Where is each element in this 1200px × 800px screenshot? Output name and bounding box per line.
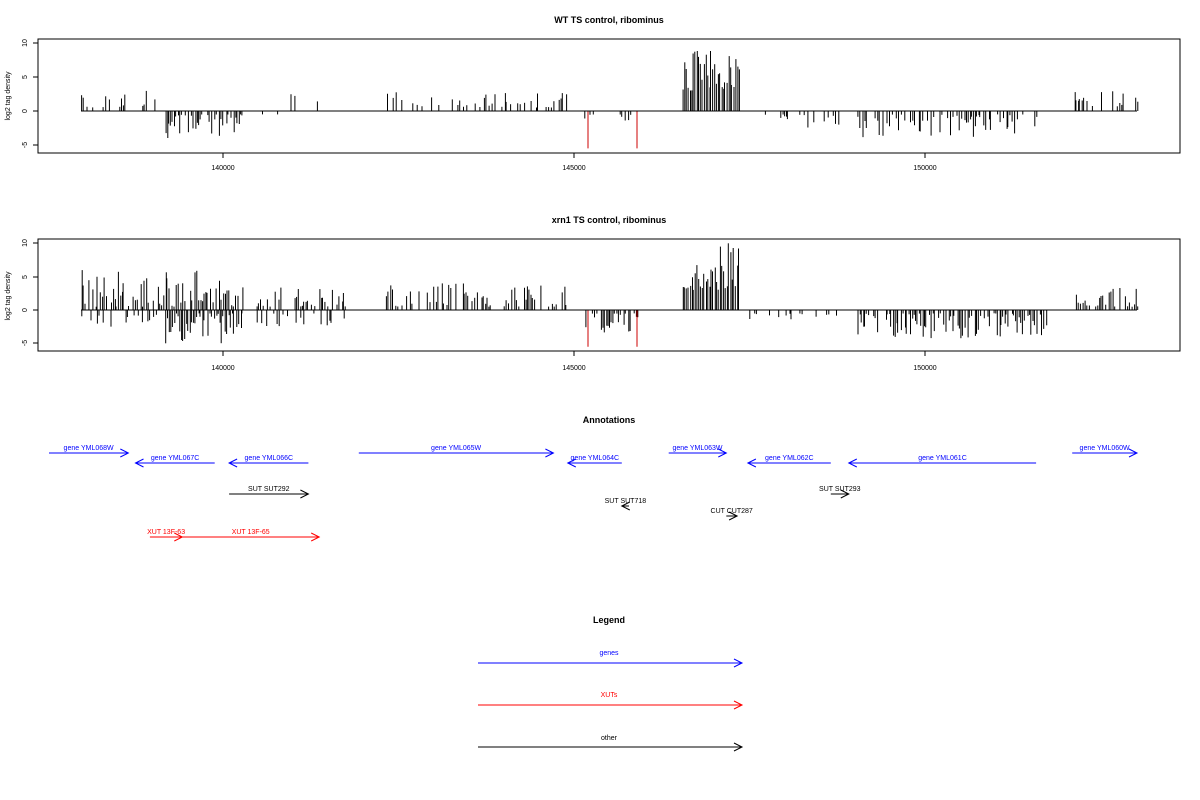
- feature-arrow-head: [746, 458, 757, 468]
- legend: Legend genes XUTs other: [478, 615, 744, 752]
- feature-arrow-head: [840, 489, 850, 499]
- x-tick-label: 145000: [562, 165, 585, 172]
- annotation-feature: XUT 13F-65: [182, 529, 321, 542]
- feature-label: XUT 13F-65: [232, 529, 270, 536]
- annotation-feature: XUT 13F-63: [147, 529, 185, 542]
- feature-label: SUT SUT293: [819, 486, 861, 493]
- feature-label: gene YML066C: [245, 455, 294, 462]
- annotation-feature: gene YML067C: [134, 455, 215, 468]
- annotation-feature: SUT SUT292: [229, 486, 310, 499]
- feature-label: SUT SUT292: [248, 486, 290, 493]
- feature-label: gene YML064C: [571, 455, 620, 462]
- feature-arrow-head: [728, 511, 739, 521]
- feature-arrow-head: [300, 489, 310, 499]
- legend-item-other: other: [478, 735, 744, 752]
- feature-label: gene YML065W: [431, 445, 481, 452]
- density-bars-xrn1: [81, 243, 1139, 347]
- annotation-feature: gene YML068W: [49, 445, 130, 458]
- y-axis-label: log2 tag density: [5, 271, 12, 321]
- legend-label: other: [601, 735, 618, 742]
- feature-label: gene YML062C: [765, 455, 814, 462]
- feature-arrow-head: [227, 458, 238, 468]
- annotation-feature: gene YML065W: [358, 445, 555, 458]
- feature-arrow-head: [120, 448, 130, 458]
- legend-arrow-head: [733, 700, 744, 710]
- feature-label: gene YML061C: [918, 455, 967, 462]
- x-axis: 140000 145000 150000: [211, 351, 937, 372]
- feature-arrow-head: [134, 458, 144, 468]
- legend-arrow-head: [733, 658, 744, 668]
- annotation-feature: gene YML061C: [847, 455, 1037, 468]
- feature-arrow-head: [566, 458, 577, 468]
- feature-label: XUT 13F-63: [147, 529, 185, 536]
- legend-arrow-head: [733, 742, 744, 752]
- annotation-feature: SUT SUT718: [605, 498, 647, 511]
- feature-arrow-head: [545, 448, 555, 458]
- feature-label: gene YML067C: [151, 455, 200, 462]
- y-tick-label: -5: [22, 340, 29, 346]
- y-tick-label: 5: [22, 75, 29, 79]
- y-axis: 10 5 0 -5: [22, 39, 39, 148]
- x-axis: 140000 145000 150000: [211, 153, 937, 172]
- y-tick-label: 10: [22, 39, 29, 47]
- y-tick-label: 10: [22, 239, 29, 247]
- density-bars-wt: [81, 51, 1139, 149]
- y-axis-label: log2 tag density: [5, 71, 12, 121]
- annotations-title: Annotations: [583, 415, 636, 425]
- annotation-feature: gene YML066C: [227, 455, 309, 468]
- panel-title: WT TS control, ribominus: [554, 15, 664, 25]
- feature-label: gene YML060W: [1080, 445, 1130, 452]
- annotation-feature: CUT CUT287: [711, 508, 753, 521]
- feature-arrow-head: [1128, 448, 1139, 458]
- legend-label: XUTs: [601, 692, 618, 699]
- panel-title: xrn1 TS control, ribominus: [552, 215, 667, 225]
- legend-title: Legend: [593, 615, 625, 625]
- legend-label: genes: [599, 650, 619, 657]
- annotation-feature: gene YML062C: [746, 455, 831, 468]
- track-panel-xrn1: xrn1 TS control, ribominus log2 tag dens…: [5, 215, 1181, 372]
- y-tick-label: 0: [22, 308, 29, 312]
- legend-item-genes: genes: [478, 650, 744, 668]
- y-tick-label: -5: [22, 142, 29, 148]
- annotation-feature: gene YML063W: [668, 445, 728, 458]
- legend-item-xuts: XUTs: [478, 692, 744, 710]
- plot-frame: [37, 38, 1181, 154]
- feature-arrow-head: [620, 501, 631, 511]
- annotation-features: gene YML068W gene YML067C gene YML066C gene…: [49, 445, 1139, 542]
- plot-frame: [37, 238, 1181, 352]
- feature-label: gene YML068W: [64, 445, 114, 452]
- y-tick-label: 5: [22, 275, 29, 279]
- feature-arrow-head: [310, 532, 321, 542]
- x-tick-label: 150000: [913, 365, 936, 372]
- x-tick-label: 140000: [211, 365, 234, 372]
- feature-arrow-head: [718, 448, 728, 458]
- feature-label: SUT SUT718: [605, 498, 647, 505]
- annotation-feature: gene YML064C: [566, 455, 622, 468]
- feature-arrow-head: [847, 458, 858, 468]
- annotation-feature: gene YML060W: [1072, 445, 1139, 458]
- feature-label: gene YML063W: [672, 445, 722, 452]
- feature-label: CUT CUT287: [711, 508, 753, 515]
- x-tick-label: 150000: [913, 165, 936, 172]
- track-panel-wt: WT TS control, ribominus log2 tag densit…: [5, 15, 1181, 172]
- y-tick-label: 0: [22, 109, 29, 113]
- x-tick-label: 145000: [562, 365, 585, 372]
- annotation-feature: SUT SUT293: [819, 486, 861, 499]
- y-axis: 10 5 0 -5: [22, 239, 39, 346]
- x-tick-label: 140000: [211, 165, 234, 172]
